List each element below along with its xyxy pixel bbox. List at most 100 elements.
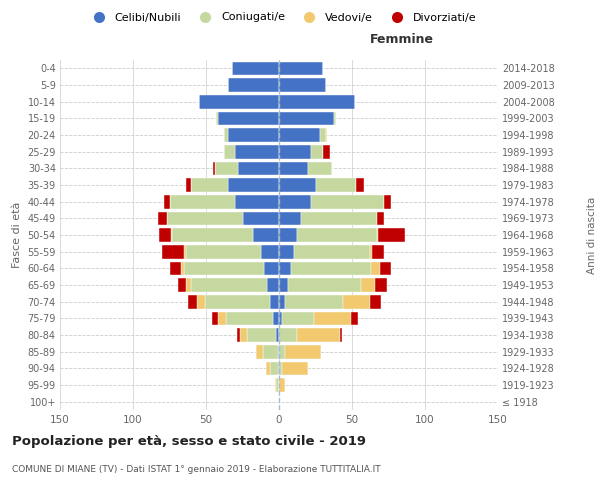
Bar xyxy=(191,278,268,292)
Bar xyxy=(185,178,191,192)
Bar xyxy=(265,262,279,275)
Bar xyxy=(184,245,185,258)
Bar xyxy=(296,228,377,242)
Bar xyxy=(232,62,279,75)
Bar xyxy=(228,178,279,192)
Bar xyxy=(197,295,205,308)
Bar xyxy=(279,112,334,125)
Bar xyxy=(293,245,370,258)
Text: Femmine: Femmine xyxy=(370,33,434,46)
Bar xyxy=(279,378,285,392)
Bar xyxy=(371,262,380,275)
Bar xyxy=(178,278,185,292)
Bar xyxy=(214,162,215,175)
Bar xyxy=(170,195,235,208)
Bar xyxy=(268,278,279,292)
Bar xyxy=(384,195,391,208)
Bar xyxy=(279,262,290,275)
Bar xyxy=(270,362,278,375)
Bar xyxy=(270,295,279,308)
Bar xyxy=(256,345,263,358)
Bar xyxy=(279,162,308,175)
Bar xyxy=(377,228,378,242)
Bar xyxy=(263,345,278,358)
Text: Anni di nascita: Anni di nascita xyxy=(587,196,597,274)
Bar xyxy=(242,212,279,225)
Bar xyxy=(370,245,373,258)
Bar xyxy=(308,162,332,175)
Bar xyxy=(228,128,279,142)
Bar xyxy=(316,178,356,192)
Bar xyxy=(296,328,340,342)
Bar xyxy=(235,145,279,158)
Bar xyxy=(279,328,296,342)
Bar xyxy=(171,228,172,242)
Bar xyxy=(253,228,279,242)
Bar xyxy=(350,312,358,325)
Bar xyxy=(170,262,181,275)
Bar xyxy=(380,262,391,275)
Bar xyxy=(224,128,228,142)
Bar xyxy=(247,328,276,342)
Bar xyxy=(279,62,323,75)
Bar xyxy=(172,228,253,242)
Bar xyxy=(215,162,238,175)
Bar xyxy=(181,262,184,275)
Bar xyxy=(158,212,167,225)
Bar xyxy=(361,278,376,292)
Bar xyxy=(279,212,301,225)
Bar xyxy=(218,112,279,125)
Bar xyxy=(334,112,336,125)
Bar xyxy=(205,295,270,308)
Bar xyxy=(376,278,387,292)
Bar xyxy=(370,295,381,308)
Bar xyxy=(279,345,285,358)
Bar xyxy=(285,345,322,358)
Bar xyxy=(288,278,361,292)
Bar xyxy=(378,228,404,242)
Bar xyxy=(273,312,279,325)
Bar xyxy=(326,128,327,142)
Bar xyxy=(162,245,184,258)
Bar xyxy=(228,78,279,92)
Bar xyxy=(279,78,326,92)
Bar xyxy=(167,212,242,225)
Bar xyxy=(279,195,311,208)
Bar xyxy=(276,378,279,392)
Bar xyxy=(279,145,311,158)
Bar xyxy=(279,245,293,258)
Bar xyxy=(185,278,191,292)
Bar xyxy=(377,212,384,225)
Bar xyxy=(314,312,350,325)
Bar xyxy=(218,312,226,325)
Bar xyxy=(340,328,342,342)
Bar xyxy=(356,178,364,192)
Text: COMUNE DI MIANE (TV) - Dati ISTAT 1° gennaio 2019 - Elaborazione TUTTITALIA.IT: COMUNE DI MIANE (TV) - Dati ISTAT 1° gen… xyxy=(12,465,380,474)
Bar xyxy=(373,245,384,258)
Bar xyxy=(343,295,370,308)
Bar xyxy=(191,178,228,192)
Y-axis label: Fasce di età: Fasce di età xyxy=(12,202,22,268)
Bar xyxy=(290,262,371,275)
Bar xyxy=(279,362,282,375)
Bar xyxy=(184,262,265,275)
Bar xyxy=(275,378,276,392)
Bar xyxy=(216,112,218,125)
Bar xyxy=(262,245,279,258)
Bar xyxy=(278,345,279,358)
Bar xyxy=(188,295,197,308)
Legend: Celibi/Nubili, Coniugati/e, Vedovi/e, Divorziati/e: Celibi/Nubili, Coniugati/e, Vedovi/e, Di… xyxy=(83,8,481,27)
Bar xyxy=(279,228,296,242)
Bar xyxy=(320,128,326,142)
Bar xyxy=(185,245,262,258)
Bar xyxy=(285,295,343,308)
Bar xyxy=(159,228,171,242)
Bar xyxy=(239,328,247,342)
Bar xyxy=(282,362,308,375)
Bar xyxy=(311,195,384,208)
Bar xyxy=(266,362,270,375)
Bar xyxy=(323,145,330,158)
Bar xyxy=(282,312,314,325)
Bar xyxy=(224,145,235,158)
Bar xyxy=(276,328,279,342)
